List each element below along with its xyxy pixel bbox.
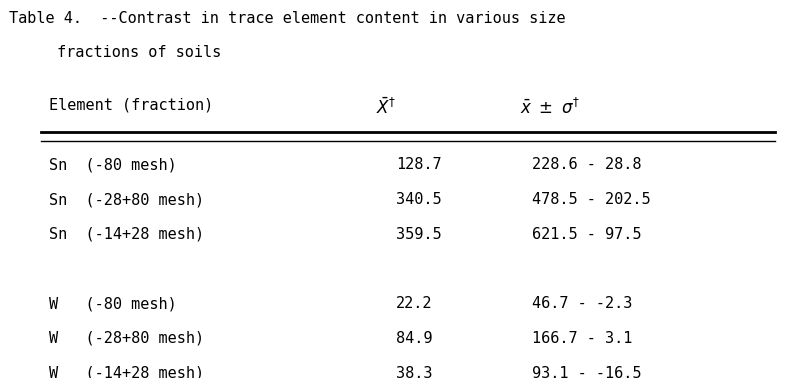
Text: $\bar{x}\ \pm\ \sigma^{\dagger}$: $\bar{x}\ \pm\ \sigma^{\dagger}$ [519,98,580,118]
Text: 478.5 - 202.5: 478.5 - 202.5 [531,192,650,207]
Text: Sn  (-80 mesh): Sn (-80 mesh) [50,157,177,172]
Text: W   (-14+28 mesh): W (-14+28 mesh) [50,366,204,378]
Text: 22.2: 22.2 [396,296,433,311]
Text: fractions of soils: fractions of soils [57,45,222,60]
Text: Table 4.  --Contrast in trace element content in various size: Table 4. --Contrast in trace element con… [10,11,566,26]
Text: 46.7 - -2.3: 46.7 - -2.3 [531,296,632,311]
Text: 340.5: 340.5 [396,192,442,207]
Text: Element (fraction): Element (fraction) [50,98,214,113]
Text: W   (-80 mesh): W (-80 mesh) [50,296,177,311]
Text: W   (-28+80 mesh): W (-28+80 mesh) [50,331,204,346]
Text: 359.5: 359.5 [396,227,442,242]
Text: 93.1 - -16.5: 93.1 - -16.5 [531,366,641,378]
Text: 38.3: 38.3 [396,366,433,378]
Text: 621.5 - 97.5: 621.5 - 97.5 [531,227,641,242]
Text: $\bar{X}$$^{\dagger}$: $\bar{X}$$^{\dagger}$ [376,98,396,118]
Text: 128.7: 128.7 [396,157,442,172]
Text: 228.6 - 28.8: 228.6 - 28.8 [531,157,641,172]
Text: 166.7 - 3.1: 166.7 - 3.1 [531,331,632,346]
Text: Sn  (-28+80 mesh): Sn (-28+80 mesh) [50,192,204,207]
Text: Sn  (-14+28 mesh): Sn (-14+28 mesh) [50,227,204,242]
Text: 84.9: 84.9 [396,331,433,346]
